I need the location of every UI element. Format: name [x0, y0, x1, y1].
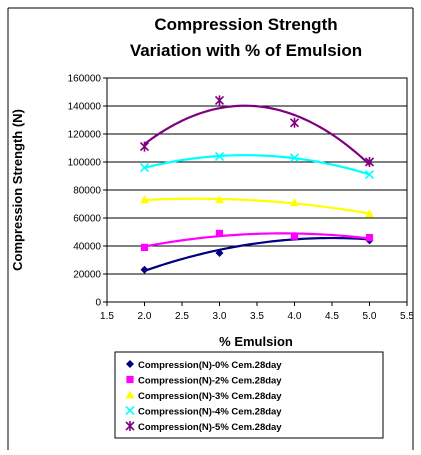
- x-tick-label: 1.5: [100, 311, 114, 322]
- legend-marker: [126, 375, 134, 384]
- y-tick-label: 100000: [68, 158, 102, 169]
- legend-label: Compression(N)-4% Cem.28day: [138, 407, 282, 418]
- data-point-series-3: [364, 170, 375, 180]
- data-point-series-3: [214, 151, 225, 161]
- chart-title-line-2: Variation with % of Emulsion: [130, 41, 362, 60]
- x-tick-label: 2.5: [175, 311, 189, 322]
- data-point-series-0: [140, 265, 149, 274]
- y-tick-label: 160000: [68, 74, 102, 85]
- y-tick-label: 80000: [73, 186, 101, 197]
- data-point-series-1: [140, 243, 149, 251]
- data-point-series-3: [139, 163, 150, 173]
- legend-label: Compression(N)-2% Cem.28day: [138, 376, 282, 387]
- chart-title-line-1: Compression Strength: [154, 15, 337, 34]
- legend-label: Compression(N)-0% Cem.28day: [138, 360, 282, 371]
- data-point-series-1: [215, 229, 224, 237]
- y-tick-label: 120000: [68, 130, 102, 141]
- legend-label: Compression(N)-5% Cem.28day: [138, 422, 282, 433]
- data-points: [139, 95, 375, 274]
- trend-curve-series-2: [144, 197, 370, 215]
- data-point-series-4: [214, 95, 225, 106]
- data-point-series-0: [215, 249, 224, 257]
- x-tick-label: 5.0: [363, 311, 377, 322]
- legend: [114, 351, 384, 439]
- x-axis-title: % Emulsion: [219, 334, 293, 349]
- data-point-series-2: [290, 198, 299, 207]
- x-tick-label: 5.5: [400, 311, 414, 322]
- trend-curve-series-3: [144, 154, 370, 176]
- data-point-series-4: [139, 141, 150, 152]
- trend-curve-series-0: [144, 236, 370, 272]
- x-tick-label: 3.5: [250, 311, 264, 322]
- y-tick-label: 60000: [73, 214, 101, 225]
- x-tick-label: 4.0: [288, 311, 302, 322]
- data-point-series-1: [290, 232, 299, 240]
- data-point-series-2: [140, 195, 149, 204]
- gridlines: [107, 105, 407, 275]
- data-point-series-4: [289, 117, 300, 128]
- data-point-series-2: [215, 195, 224, 204]
- data-point-series-3: [289, 153, 300, 163]
- legend-marker: [125, 405, 135, 416]
- legend-entries: Compression(N)-0% Cem.28day Compression(N…: [125, 360, 282, 433]
- data-point-series-4: [364, 157, 375, 167]
- y-tick-label: 140000: [68, 102, 102, 113]
- trend-curves: [143, 104, 371, 272]
- y-axis-title: Compression Strength (N): [10, 109, 25, 271]
- x-tick-label: 2.0: [138, 311, 152, 322]
- data-point-series-1: [365, 234, 374, 242]
- legend-marker: [126, 360, 134, 368]
- trend-curve-series-4: [143, 104, 371, 166]
- legend-marker: [125, 421, 135, 431]
- y-tick-label: 40000: [73, 242, 101, 253]
- axis-ticks: 0 20000 40000 60000 80000 100000 120000 140000 1…: [68, 74, 415, 323]
- legend-marker: [125, 390, 135, 399]
- legend-label: Compression(N)-3% Cem.28day: [138, 391, 282, 402]
- data-point-series-2: [365, 209, 374, 218]
- trend-curve-series-1: [144, 232, 370, 248]
- x-tick-label: 4.5: [325, 311, 339, 322]
- y-tick-label: 0: [95, 298, 101, 309]
- y-tick-label: 20000: [73, 270, 101, 281]
- x-tick-label: 3.0: [213, 311, 227, 322]
